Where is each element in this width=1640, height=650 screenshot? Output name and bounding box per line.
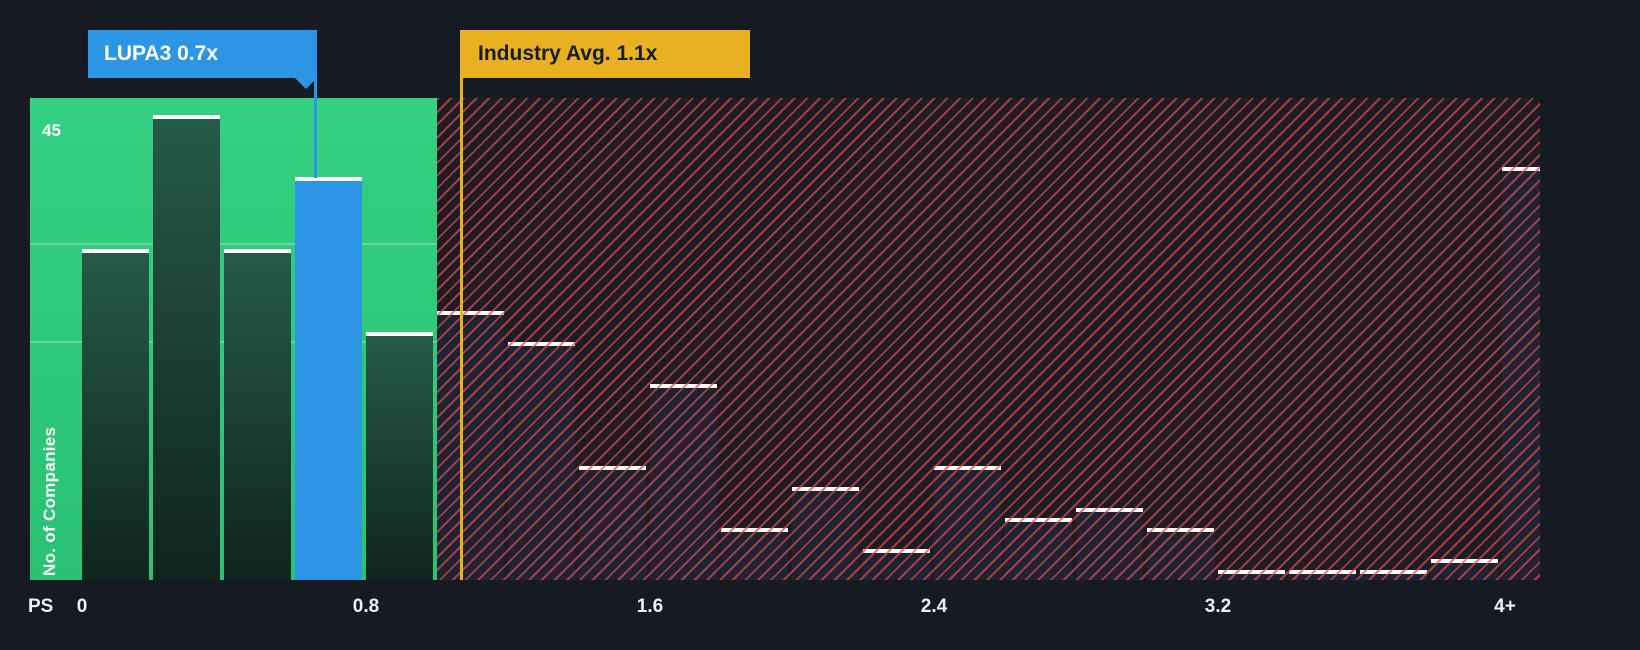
industry-avg-callout-label: Industry Avg. 1.1x [478, 42, 658, 65]
histogram-bar[interactable] [1005, 518, 1072, 580]
histogram-bar[interactable] [366, 332, 433, 580]
histogram-bar[interactable] [1289, 570, 1356, 580]
x-tick-label: 3.2 [1204, 596, 1232, 617]
histogram-bar[interactable] [650, 384, 717, 580]
histogram-bar[interactable] [1502, 167, 1540, 580]
industry-avg-line [460, 78, 463, 580]
histogram-bar[interactable] [1360, 570, 1427, 580]
x-tick-label: 0 [76, 596, 88, 617]
histogram-bar[interactable] [82, 249, 149, 580]
histogram-bar[interactable] [508, 342, 575, 580]
histogram-bar[interactable] [579, 466, 646, 580]
histogram-bar[interactable] [1147, 528, 1214, 580]
gridline [30, 243, 437, 245]
x-tick-label: 1.6 [636, 596, 664, 617]
histogram-bar[interactable] [721, 528, 788, 580]
histogram-bar[interactable] [863, 549, 930, 580]
histogram-bar[interactable] [1218, 570, 1285, 580]
y-axis-max-label: 45 [42, 121, 61, 140]
industry-avg-callout: Industry Avg. 1.1x [460, 30, 750, 78]
company-callout-stem [314, 78, 317, 178]
x-tick-label: 0.8 [352, 596, 380, 617]
histogram-bar[interactable] [224, 249, 291, 580]
histogram-bar[interactable] [153, 115, 220, 580]
histogram-bar[interactable] [437, 311, 504, 580]
x-axis: PS 0 0.8 1.6 2.4 3.2 4+ [0, 596, 1640, 626]
histogram-bar[interactable] [792, 487, 859, 580]
company-callout-pointer [294, 77, 318, 89]
histogram-bar[interactable] [1076, 508, 1143, 580]
x-axis-unit-label: PS [28, 596, 54, 617]
company-callout: LUPA3 0.7x [88, 30, 317, 78]
company-callout-label: LUPA3 0.7x [104, 42, 218, 65]
histogram-bar[interactable] [934, 466, 1001, 580]
histogram-bar[interactable] [1431, 559, 1498, 580]
y-axis-title: No. of Companies [40, 426, 59, 576]
x-tick-label: 2.4 [920, 596, 948, 617]
x-tick-label: 4+ [1494, 596, 1516, 617]
company-bar[interactable] [295, 177, 362, 580]
